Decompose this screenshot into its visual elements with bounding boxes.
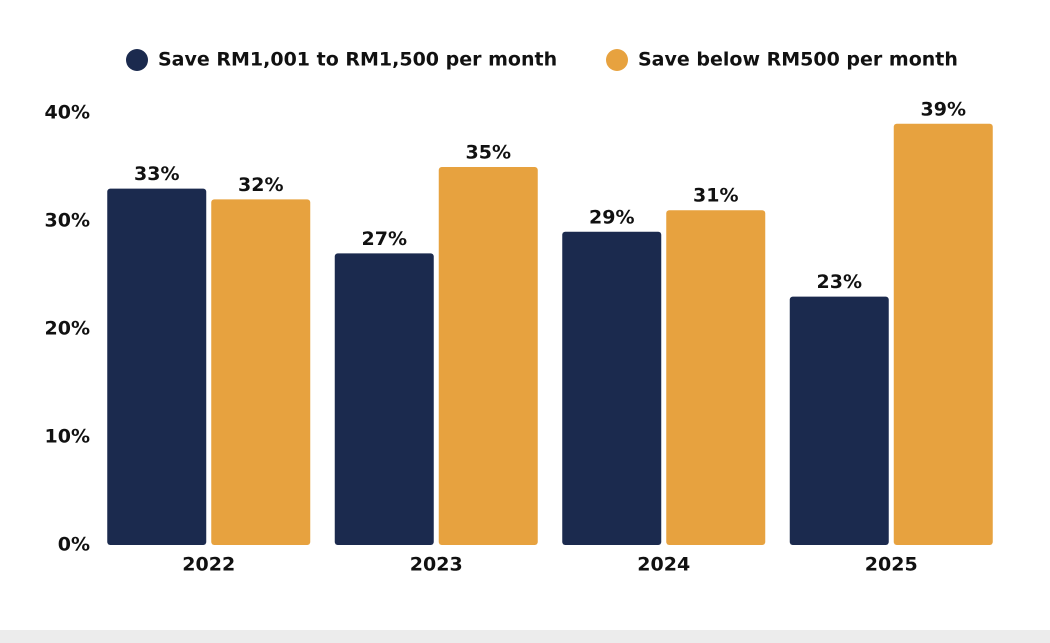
bar xyxy=(438,167,538,545)
bar xyxy=(211,199,311,545)
bar xyxy=(789,296,889,545)
legend-marker xyxy=(606,49,628,71)
value-label: 31% xyxy=(693,185,738,207)
bar xyxy=(562,231,662,546)
legend-marker xyxy=(126,49,148,71)
x-tick-label: 2024 xyxy=(637,554,690,576)
y-tick-label: 40% xyxy=(45,102,90,124)
y-tick-label: 10% xyxy=(45,426,90,448)
bar xyxy=(893,123,993,546)
value-label: 39% xyxy=(921,98,966,120)
bar xyxy=(666,210,766,545)
value-label: 23% xyxy=(817,271,862,293)
bar xyxy=(334,253,434,545)
x-tick-label: 2022 xyxy=(182,554,235,576)
value-label: 29% xyxy=(589,206,634,228)
y-tick-label: 0% xyxy=(58,534,90,556)
value-label: 35% xyxy=(466,142,511,164)
bar xyxy=(107,188,207,545)
y-tick-label: 20% xyxy=(45,318,90,340)
bottom-strip xyxy=(0,630,1050,643)
value-label: 33% xyxy=(134,163,179,185)
legend-label: Save RM1,001 to RM1,500 per month xyxy=(158,49,557,71)
x-tick-label: 2023 xyxy=(410,554,463,576)
value-label: 32% xyxy=(238,174,283,196)
x-tick-label: 2025 xyxy=(865,554,918,576)
value-label: 27% xyxy=(362,228,407,250)
y-tick-label: 30% xyxy=(45,210,90,232)
legend-label: Save below RM500 per month xyxy=(638,49,958,71)
